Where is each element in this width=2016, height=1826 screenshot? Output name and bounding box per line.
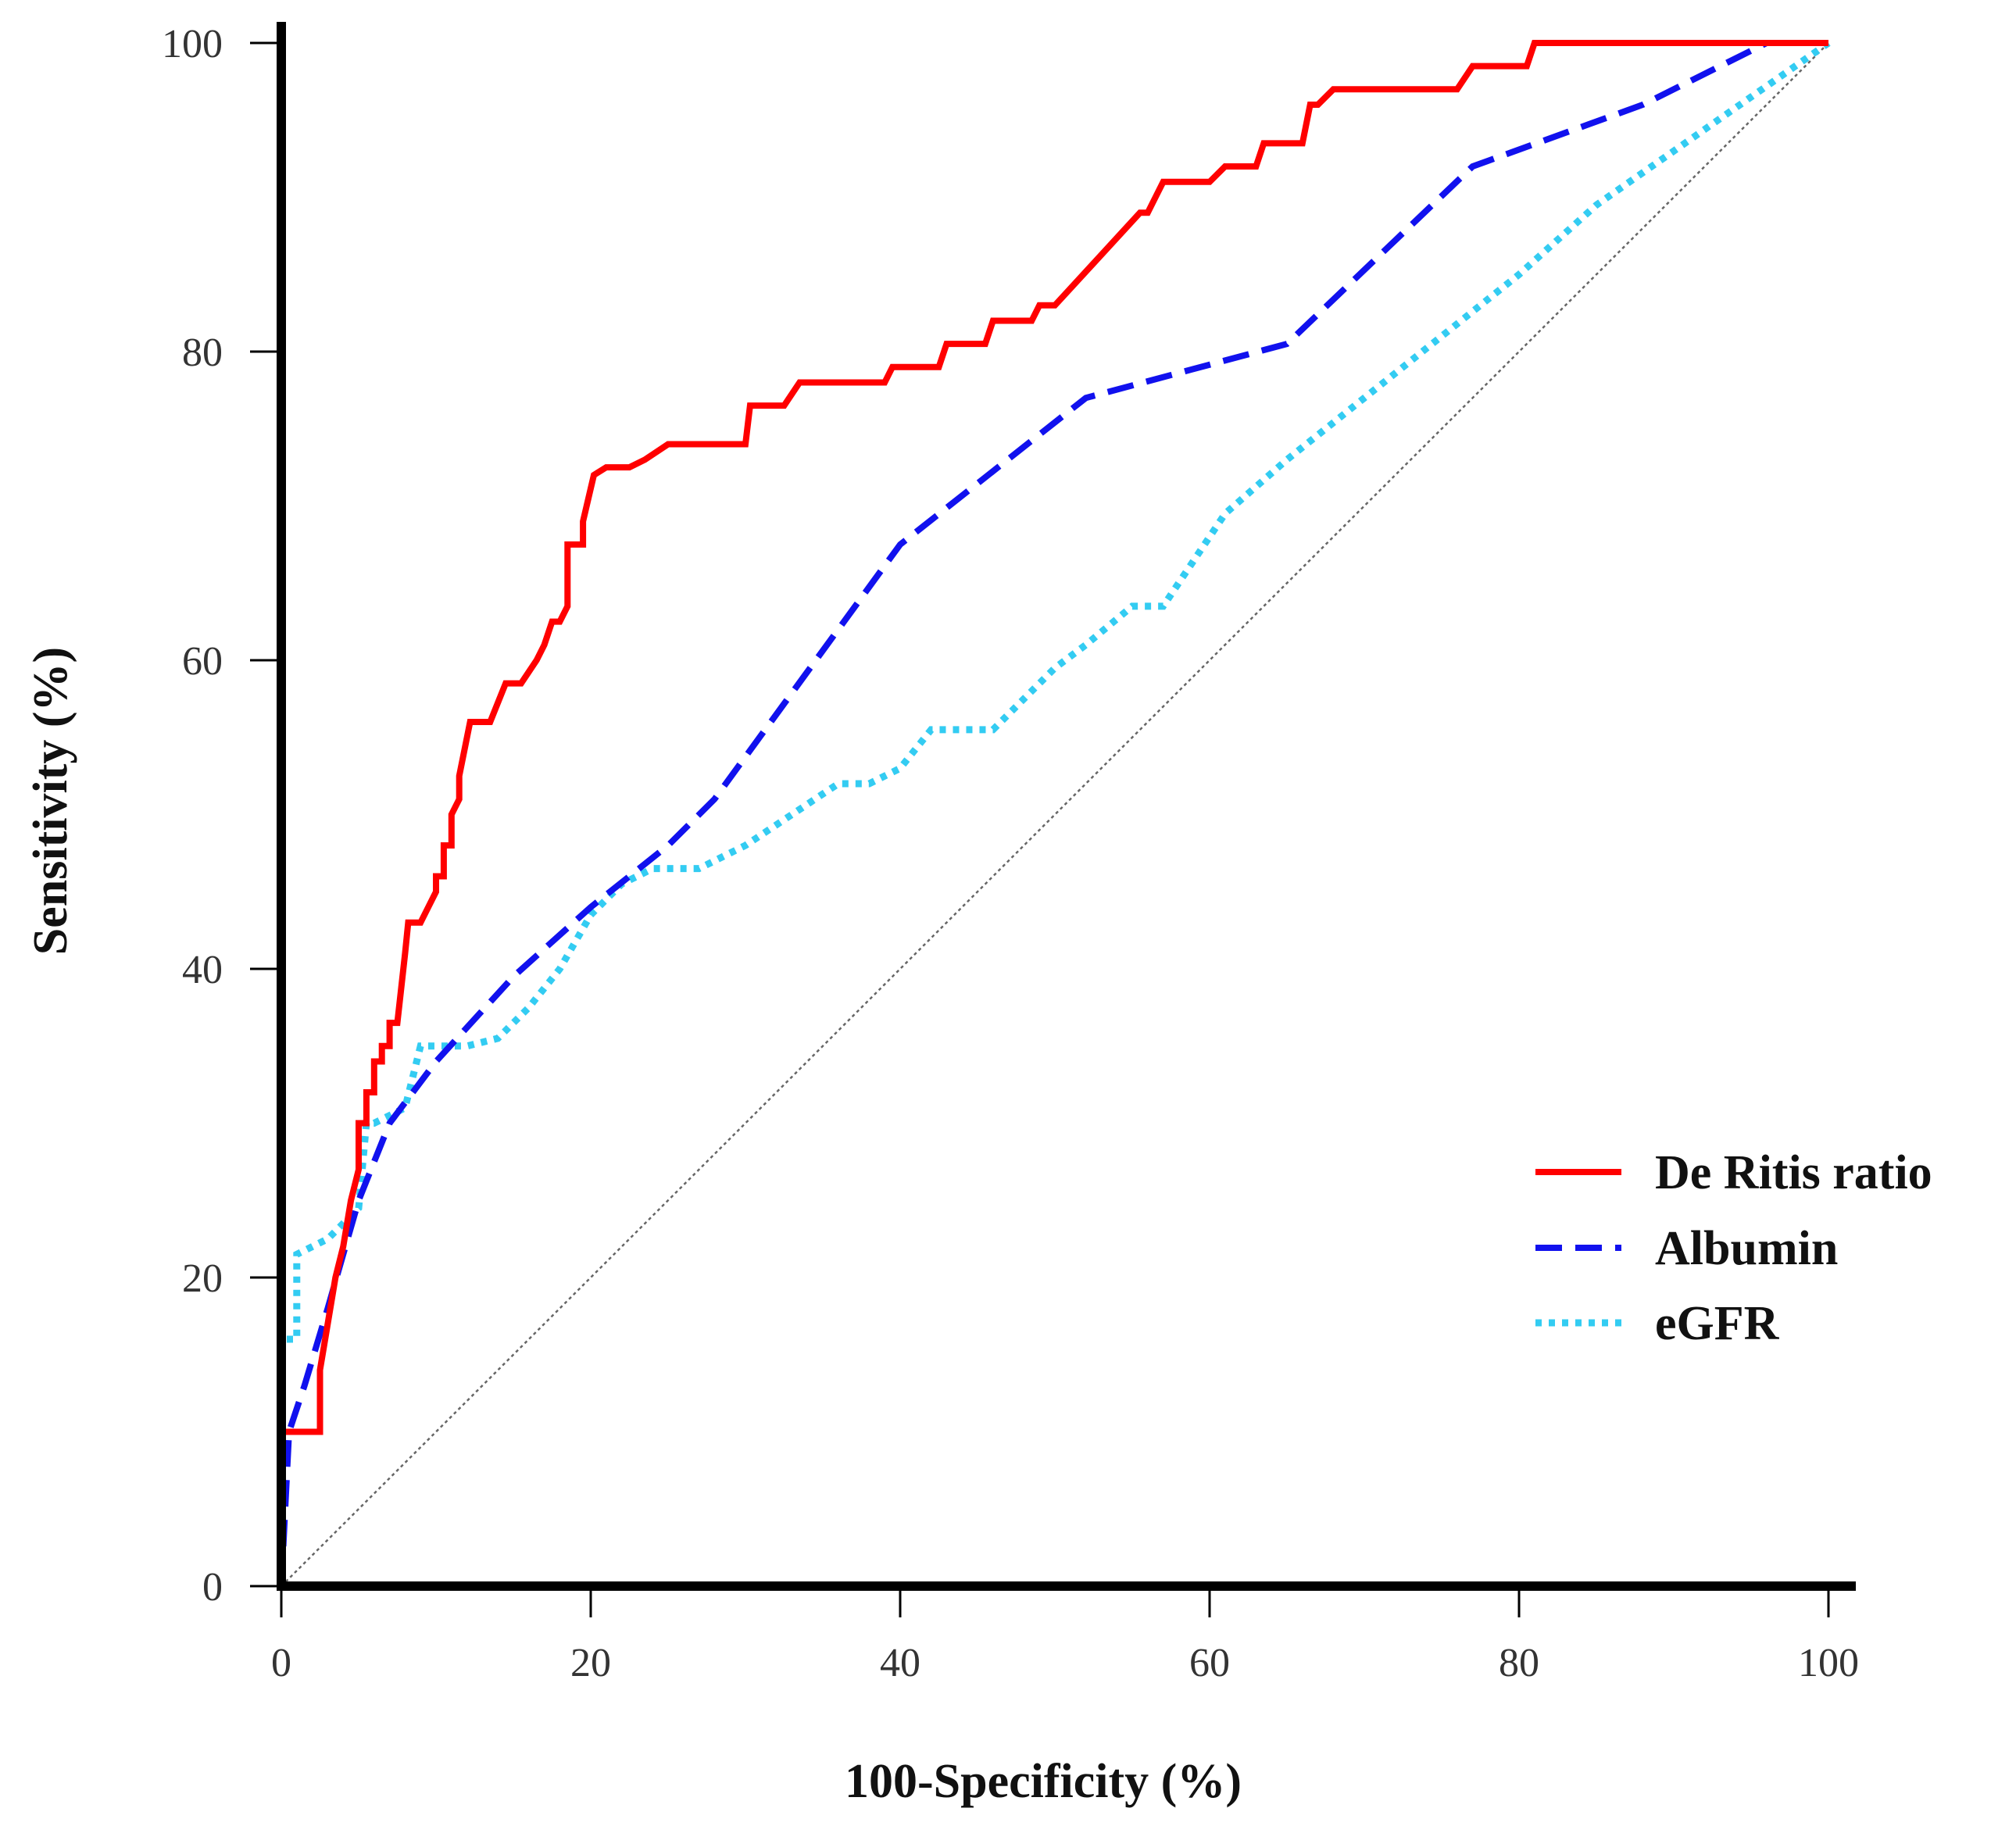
x-tick-label: 80 [1499,1641,1539,1685]
legend-label-albumin: Albumin [1655,1222,1838,1275]
series-line-de-ritis-ratio [278,40,1828,1586]
y-axis-title: Sensitivity (%) [24,647,77,955]
y-tick-label: 0 [202,1565,223,1610]
y-tick-label: 60 [182,639,223,684]
tick-layer: 0 20 40 60 80 100 0 20 40 60 80 100 [162,22,1859,1685]
y-tick-label: 100 [162,22,223,66]
series-line-egfr [277,40,1831,1586]
legend: De Ritis ratio Albumin eGFR [1535,1146,1932,1350]
x-tick-label: 0 [271,1641,291,1685]
reference-diagonal-line [281,42,1829,1587]
legend-label-egfr: eGFR [1655,1297,1780,1350]
x-tick-label: 100 [1798,1641,1859,1685]
y-tick-label: 20 [182,1256,223,1301]
x-tick-label: 40 [880,1641,920,1685]
x-axis-title: 100-Specificity (%) [845,1755,1242,1808]
x-tick-label: 60 [1189,1641,1230,1685]
y-tick-label: 80 [182,331,223,375]
x-tick-label: 20 [570,1641,611,1685]
axis-layer [277,22,1856,1591]
reference-layer [281,42,1829,1587]
y-tick-label: 40 [182,948,223,992]
legend-label-de-ritis-ratio: De Ritis ratio [1655,1146,1932,1199]
series-layer [277,40,1831,1587]
